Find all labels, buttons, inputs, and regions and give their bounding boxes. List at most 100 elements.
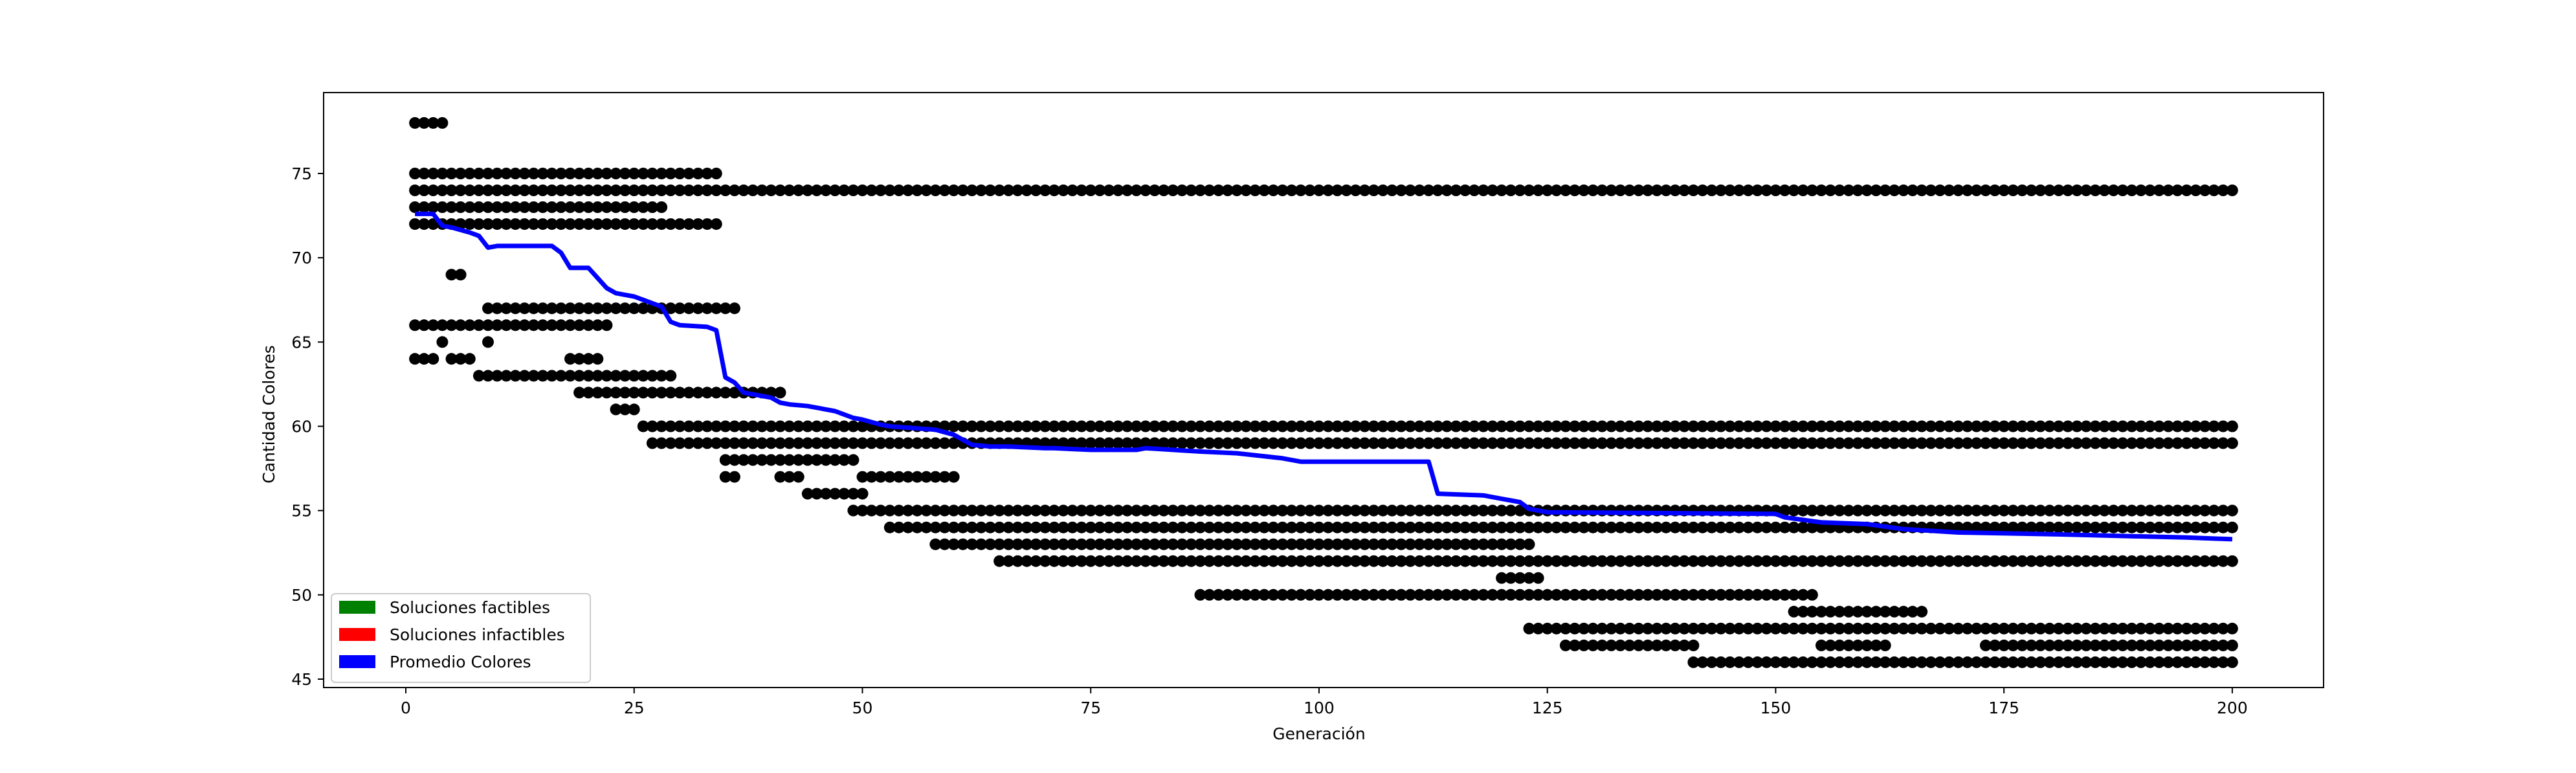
solution-point [1870,639,1882,651]
solution-point [1487,521,1498,533]
solution-point [1368,555,1380,567]
solution-point [1907,420,1919,432]
solution-point [1423,420,1435,432]
solution-point [573,386,586,399]
solution-point [518,218,531,230]
solution-point [1888,605,1900,618]
solution-point [1605,521,1617,533]
solution-point [2226,504,2238,517]
solution-point [1861,420,1873,432]
solution-point [445,269,458,281]
solution-point [1039,185,1051,196]
solution-point [1532,437,1544,449]
solution-point [810,437,823,449]
solution-point [1943,555,1955,567]
solution-point [1970,504,1982,517]
solution-point [1678,555,1691,567]
solution-point [1605,420,1617,432]
solution-point [1961,555,1973,567]
solution-point [701,218,713,230]
solution-point [829,185,841,196]
solution-point [829,487,841,500]
solution-point [1285,437,1298,449]
solution-point [1898,622,1909,634]
solution-point [1240,521,1252,533]
solution-point [994,521,1006,533]
solution-point [1578,622,1590,634]
solution-point [2107,420,2120,432]
solution-point [1870,420,1882,432]
solution-point [610,302,622,315]
solution-point [1733,555,1745,567]
solution-point [856,471,869,483]
solution-point [1185,437,1197,449]
solution-point [1349,588,1362,601]
solution-point [1541,420,1553,432]
solution-point [847,185,860,196]
solution-point [801,420,814,432]
solution-point [1221,538,1234,550]
solution-point [2153,521,2165,533]
solution-point [1468,538,1480,550]
y-tick-label: 45 [291,670,312,689]
solution-point [2098,185,2111,196]
solution-point [2043,639,2056,651]
solution-point [2071,521,2083,533]
solution-point [2217,420,2229,432]
solution-point [2043,622,2056,634]
solution-point [2171,437,2184,449]
solution-point [1231,538,1243,550]
solution-point [2171,639,2184,651]
solution-point [1979,420,1992,432]
solution-point [1596,588,1608,601]
solution-point [929,521,942,533]
solution-point [1185,538,1197,550]
solution-point [1158,538,1170,550]
solution-point [628,370,640,382]
solution-point [2043,656,2056,668]
solution-point [2162,185,2175,196]
legend-box [331,593,591,683]
solution-point [1907,605,1919,618]
solution-point [2052,504,2065,517]
solution-point [938,437,951,449]
solution-point [1386,185,1398,196]
solution-point [1523,437,1535,449]
solution-point [1870,555,1882,567]
solution-point [1998,639,2010,651]
solution-point [1139,437,1151,449]
solution-point [546,218,558,230]
solution-point [829,420,841,432]
solution-point [1669,622,1682,634]
solution-point [1651,639,1663,651]
solution-point [472,168,485,179]
solution-point [628,218,640,230]
solution-point [665,302,677,315]
solution-point [1770,588,1782,601]
solution-point [454,353,467,365]
solution-point [1121,538,1133,550]
solution-point [1294,185,1307,196]
solution-point [564,370,576,382]
solution-point [409,353,421,365]
solution-point [765,437,777,449]
solution-point [1587,588,1599,601]
solution-point [2034,521,2047,533]
solution-point [1112,420,1124,432]
solution-point [1961,437,1973,449]
solution-point [929,538,942,550]
solution-point [1331,538,1344,550]
solution-point [1943,656,1955,668]
solution-point [2034,504,2047,517]
solution-point [2171,622,2184,634]
solution-point [810,487,823,500]
solution-point [847,437,860,449]
solution-point [1139,504,1151,517]
solution-point [2016,521,2028,533]
solution-point [2098,521,2111,533]
solution-point [1514,185,1526,196]
solution-point [829,437,841,449]
solution-point [1641,555,1654,567]
solution-point [692,168,704,179]
solution-point [948,185,960,196]
